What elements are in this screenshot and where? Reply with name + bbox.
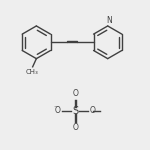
Text: CH₃: CH₃ — [26, 69, 39, 75]
Text: O: O — [72, 123, 78, 132]
Text: ⁻: ⁻ — [53, 103, 57, 112]
Text: N: N — [106, 16, 112, 25]
Text: O: O — [90, 106, 95, 115]
Text: O: O — [55, 106, 60, 115]
Text: S: S — [72, 106, 78, 116]
Text: O: O — [72, 90, 78, 99]
